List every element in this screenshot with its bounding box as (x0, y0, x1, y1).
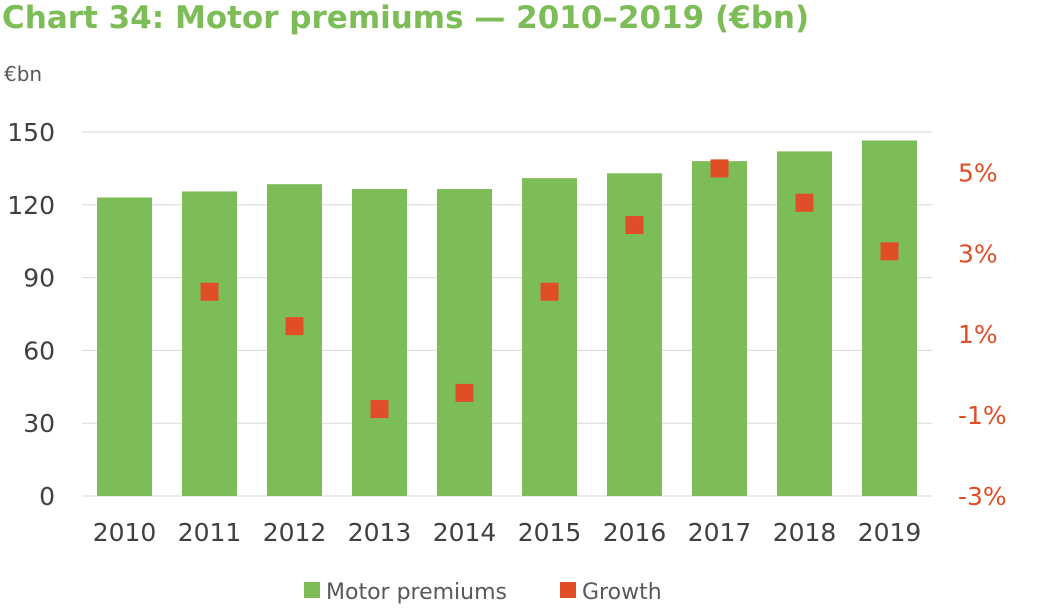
growth-point-2014 (455, 383, 474, 402)
bar-2012 (267, 184, 322, 496)
growth-point-2019 (880, 242, 899, 261)
growth-point-2017 (710, 159, 729, 178)
x-tick-label: 2016 (603, 518, 667, 547)
legend-swatch-motor-premiums (304, 582, 320, 598)
y-tick-label: 150 (7, 118, 55, 147)
y-tick-label: 0 (39, 482, 55, 511)
growth-point-2018 (795, 193, 814, 212)
x-tick-label: 2014 (433, 518, 497, 547)
x-tick-label: 2015 (518, 518, 582, 547)
axes: 0 30 60 90 120 150 -3% -1% 1% 3% 5% €bn 2010 2011 2012… (4, 62, 1007, 547)
bar-2014 (437, 189, 492, 496)
growth-point-2011 (200, 282, 219, 301)
bar-2017 (692, 161, 747, 496)
bar-2013 (352, 189, 407, 496)
bar-2011 (182, 191, 237, 496)
y2-tick-label: 5% (958, 158, 998, 187)
growth-point-2012 (285, 317, 304, 336)
y-tick-label: 60 (23, 336, 55, 365)
bar-series (97, 140, 917, 496)
legend-label-motor-premiums: Motor premiums (326, 580, 507, 605)
x-tick-label: 2019 (858, 518, 922, 547)
legend: Motor premiums Growth (304, 580, 662, 605)
bar-2010 (97, 197, 152, 496)
growth-point-2013 (370, 400, 389, 419)
y2-tick-label: -1% (958, 401, 1007, 430)
y-axis-unit: €bn (4, 62, 42, 86)
bar-2019 (862, 140, 917, 496)
x-tick-label: 2012 (263, 518, 327, 547)
growth-series (200, 159, 899, 419)
chart-title: Chart 34: Motor premiums — 2010–2019 (€b… (2, 0, 810, 36)
x-tick-label: 2018 (773, 518, 837, 547)
growth-point-2015 (540, 282, 559, 301)
y-tick-label: 30 (23, 409, 55, 438)
y-tick-label: 120 (7, 191, 55, 220)
x-tick-label: 2010 (93, 518, 157, 547)
y-tick-label: 90 (23, 264, 55, 293)
bar-2015 (522, 178, 577, 496)
x-tick-label: 2013 (348, 518, 412, 547)
legend-swatch-growth (560, 582, 576, 598)
y2-tick-label: 3% (958, 239, 998, 268)
y2-tick-label: -3% (958, 482, 1007, 511)
y2-tick-label: 1% (958, 320, 998, 349)
growth-point-2016 (625, 216, 644, 235)
legend-label-growth: Growth (582, 580, 662, 605)
x-tick-label: 2011 (178, 518, 242, 547)
x-tick-label: 2017 (688, 518, 752, 547)
